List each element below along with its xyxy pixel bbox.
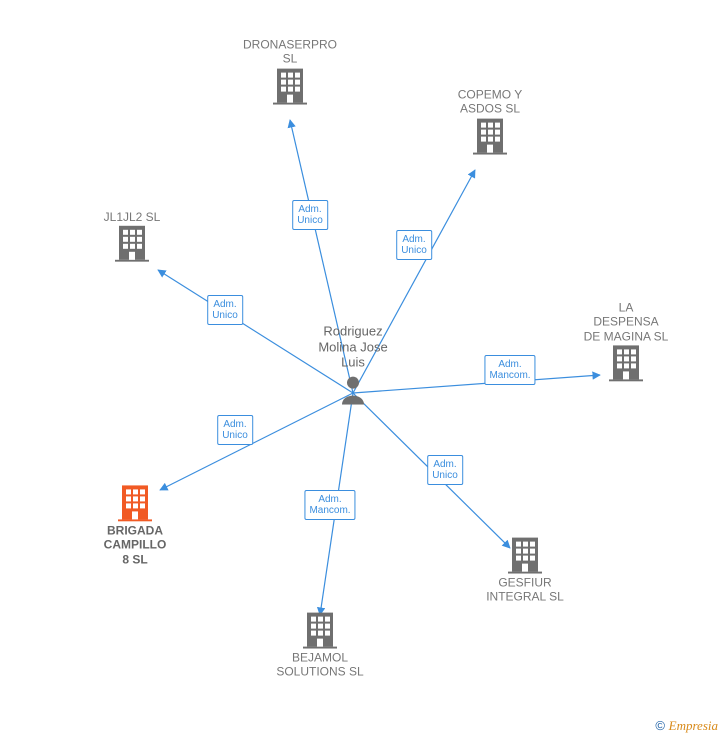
- center-label: RodriguezMolina JoseLuis: [298, 324, 408, 371]
- building-icon: [118, 483, 152, 521]
- company-label: BRIGADACAMPILLO8 SL: [80, 523, 190, 566]
- building-icon: [273, 66, 307, 104]
- company-node-gesfiur[interactable]: GESFIURINTEGRAL SL: [470, 536, 580, 605]
- building-icon: [473, 116, 507, 154]
- company-label: GESFIURINTEGRAL SL: [470, 576, 580, 605]
- company-node-bejamol[interactable]: BEJAMOLSOLUTIONS SL: [265, 611, 375, 680]
- building-icon: [609, 344, 643, 382]
- network-diagram: RodriguezMolina JoseLuis DRONASERPROSL C…: [0, 0, 728, 740]
- company-node-despensa[interactable]: LADESPENSADE MAGINA SL: [571, 298, 681, 381]
- edge-label: Adm. Unico: [396, 230, 432, 260]
- company-label: LADESPENSADE MAGINA SL: [571, 300, 681, 343]
- footer: © Empresia: [655, 718, 718, 734]
- company-label: JL1JL2 SL: [77, 210, 187, 224]
- company-label: BEJAMOLSOLUTIONS SL: [265, 651, 375, 680]
- building-icon: [115, 224, 149, 262]
- edge-label: Adm. Unico: [217, 415, 253, 445]
- edge-line: [160, 393, 353, 490]
- company-node-dronaserpro[interactable]: DRONASERPROSL: [235, 36, 345, 105]
- center-node[interactable]: RodriguezMolina JoseLuis: [298, 322, 408, 405]
- company-label: COPEMO YASDOS SL: [435, 88, 545, 117]
- company-node-jl1jl2[interactable]: JL1JL2 SL: [77, 208, 187, 262]
- company-node-copemo[interactable]: COPEMO YASDOS SL: [435, 86, 545, 155]
- edge-label: Adm. Mancom.: [484, 355, 535, 385]
- edge-label: Adm. Unico: [207, 295, 243, 325]
- company-label: DRONASERPROSL: [235, 38, 345, 67]
- person-icon: [340, 374, 366, 404]
- edge-label: Adm. Unico: [427, 455, 463, 485]
- edge-label: Adm. Mancom.: [304, 490, 355, 520]
- brand-name: Empresia: [669, 718, 718, 733]
- copyright-symbol: ©: [655, 718, 665, 733]
- building-icon: [303, 611, 337, 649]
- building-icon: [508, 536, 542, 574]
- company-node-brigada[interactable]: BRIGADACAMPILLO8 SL: [80, 483, 190, 566]
- edge-label: Adm. Unico: [292, 200, 328, 230]
